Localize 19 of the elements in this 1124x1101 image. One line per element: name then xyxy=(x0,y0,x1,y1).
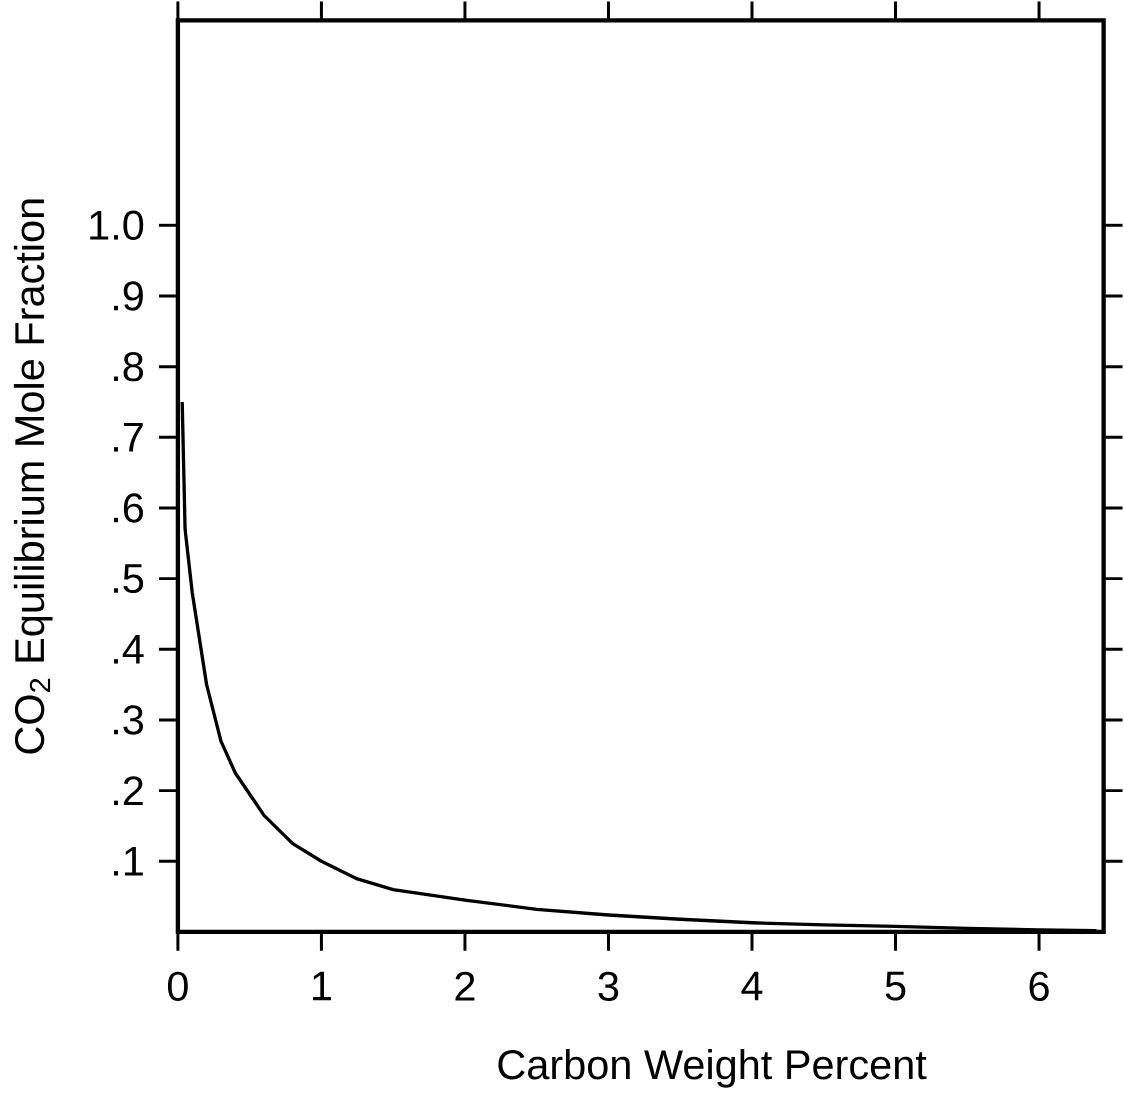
x-tick-label: 6 xyxy=(1029,971,1049,1001)
x-tick-label: 1 xyxy=(313,971,331,1000)
y-tick-label: .6 xyxy=(114,493,144,523)
y-tick-label: .4 xyxy=(114,634,144,664)
y-tick-label: .1 xyxy=(114,846,143,876)
y-tick-label: .8 xyxy=(114,351,144,382)
x-tick-label: 2 xyxy=(455,971,475,1001)
x-axis-title: Carbon Weight Percent xyxy=(498,1048,927,1088)
y-tick-label: .5 xyxy=(114,563,144,593)
x-tick-label: 4 xyxy=(741,971,763,1000)
y-tick-label: 1.0 xyxy=(90,210,144,240)
x-tick-label: 0 xyxy=(167,971,188,1001)
y-tick-label: .9 xyxy=(114,281,143,311)
y-axis-title: CO$_{2}$ Equilibrium Mole Fraction xyxy=(13,199,53,754)
y-tick-label: .7 xyxy=(114,422,143,452)
x-tick-label: 3 xyxy=(598,971,619,1001)
y-tick-label: .3 xyxy=(114,705,144,735)
y-tick-label: .2 xyxy=(114,775,143,805)
x-tick-label: 5 xyxy=(885,971,906,1001)
